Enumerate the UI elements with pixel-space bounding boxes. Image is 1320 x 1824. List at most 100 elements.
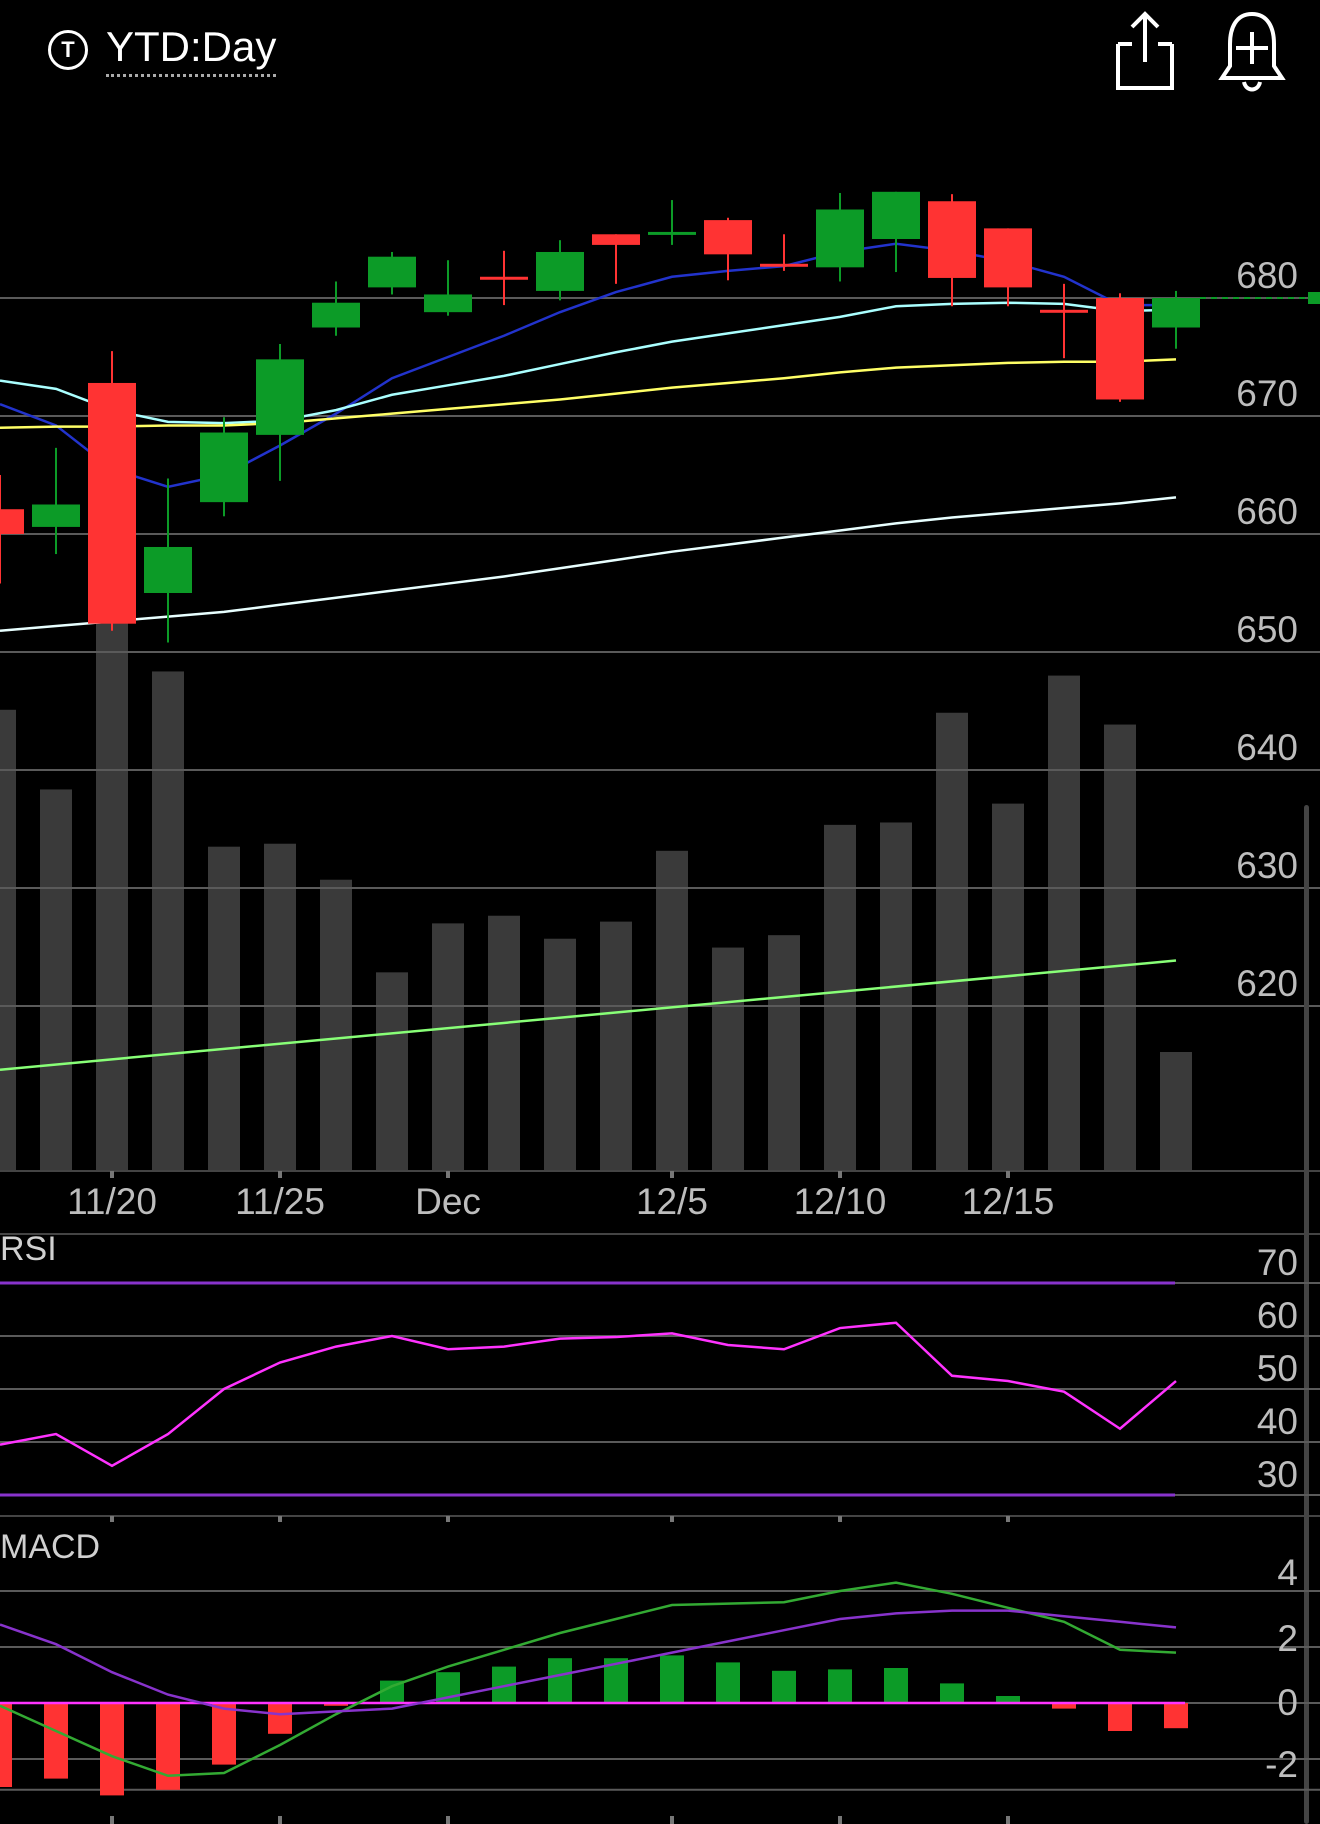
macd-signal-line — [0, 1609, 1177, 1716]
rsi-axis-tick: 30 — [1257, 1454, 1298, 1495]
candle-body — [480, 276, 528, 280]
candle-body — [1096, 298, 1144, 400]
macd-panel-title: MACD — [0, 1528, 100, 1566]
volume-bar — [1048, 675, 1080, 1170]
candle-body — [1040, 309, 1088, 313]
volume-bar — [432, 923, 464, 1170]
price-axis-tick: 660 — [1236, 491, 1298, 532]
volume-bar — [320, 879, 352, 1170]
macd-histogram-bar — [324, 1703, 348, 1706]
moving-average-line — [0, 242, 1176, 489]
macd-histogram-bar — [268, 1703, 292, 1734]
candle-body — [368, 256, 416, 288]
candle-body — [704, 220, 752, 255]
macd-histogram-bar — [0, 1703, 12, 1787]
candle-body — [200, 432, 248, 503]
period-selector[interactable]: YTD:Day — [106, 22, 277, 77]
volume-bar — [600, 921, 632, 1170]
volume-bar — [936, 712, 968, 1170]
macd-axis-tick: 0 — [1277, 1682, 1298, 1723]
volume-bar — [376, 972, 408, 1170]
candle-body — [592, 234, 640, 245]
macd-histogram-bar — [548, 1658, 572, 1703]
macd-histogram-bar — [100, 1703, 124, 1796]
volume-bar — [1104, 724, 1136, 1170]
volume-bar — [824, 824, 856, 1170]
candle-body — [32, 504, 80, 527]
macd-histogram-bar — [1164, 1703, 1188, 1729]
volume-bar — [208, 846, 240, 1170]
scroll-indicator — [1304, 805, 1309, 1824]
macd-histogram-bar — [212, 1703, 236, 1765]
macd-axis-tick: 2 — [1277, 1618, 1298, 1659]
volume-bar — [768, 935, 800, 1170]
candle-body — [312, 302, 360, 328]
candle-body — [984, 228, 1032, 288]
candle-body — [1152, 298, 1200, 328]
share-icon[interactable] — [1110, 8, 1180, 93]
price-axis-tick: 640 — [1236, 727, 1298, 768]
candle-body — [144, 546, 192, 593]
date-axis-label: 12/5 — [636, 1181, 708, 1222]
rsi-axis-tick: 50 — [1257, 1348, 1298, 1389]
macd-histogram-bar — [884, 1668, 908, 1703]
volume-bar — [712, 947, 744, 1170]
moving-average-line — [0, 358, 1177, 430]
price-axis-tick: 670 — [1236, 373, 1298, 414]
volume-bar — [656, 850, 688, 1170]
top-bar: T YTD:Day — [0, 0, 1320, 110]
volume-bar — [1160, 1052, 1192, 1170]
macd-histogram-bar — [660, 1655, 684, 1703]
macd-histogram-bar — [940, 1683, 964, 1703]
macd-histogram-bar — [772, 1670, 796, 1703]
macd-axis-tick: 4 — [1277, 1552, 1298, 1593]
rsi-line — [0, 1321, 1177, 1468]
candle-body — [928, 201, 976, 278]
add-alert-bell-icon[interactable] — [1218, 8, 1286, 93]
volume-bar — [40, 789, 72, 1170]
date-axis-label: 12/15 — [962, 1181, 1055, 1222]
macd-histogram-bar — [1052, 1703, 1076, 1709]
candle-body — [424, 294, 472, 313]
rsi-panel-title: RSI — [0, 1230, 57, 1268]
candle-body — [648, 231, 696, 235]
macd-histogram-bar — [716, 1662, 740, 1703]
volume-average-line — [0, 959, 1177, 1071]
volume-bar — [0, 709, 16, 1170]
candle-body — [88, 382, 136, 624]
price-axis-tick: 630 — [1236, 845, 1298, 886]
macd-axis-tick: -2 — [1265, 1744, 1298, 1785]
symbol-type-icon[interactable]: T — [48, 30, 88, 70]
rsi-axis-tick: 60 — [1257, 1295, 1298, 1336]
date-axis-label: 11/25 — [235, 1181, 325, 1222]
candle-body — [256, 359, 304, 435]
candle-body — [816, 209, 864, 268]
volume-bar — [544, 938, 576, 1170]
price-axis-tick: 680 — [1236, 255, 1298, 296]
volume-bar — [152, 671, 184, 1170]
volume-bar — [96, 568, 128, 1170]
date-axis-label: Dec — [415, 1181, 481, 1222]
candle-body — [536, 251, 584, 291]
volume-bar — [488, 915, 520, 1170]
macd-line — [0, 1581, 1177, 1778]
macd-histogram-bar — [1108, 1703, 1132, 1731]
macd-histogram-bar — [44, 1703, 68, 1779]
moving-average-line — [0, 496, 1177, 633]
volume-bar — [992, 803, 1024, 1170]
macd-histogram-bar — [828, 1669, 852, 1703]
rsi-axis-tick: 70 — [1257, 1242, 1298, 1283]
price-axis-tick: 620 — [1236, 963, 1298, 1004]
rsi-axis-tick: 40 — [1257, 1401, 1298, 1442]
last-price-marker — [1308, 292, 1320, 304]
date-axis-label: 12/10 — [794, 1181, 887, 1222]
candle-body — [0, 509, 24, 534]
moving-average-line — [0, 301, 1177, 425]
price-axis-tick: 650 — [1236, 609, 1298, 650]
volume-bar — [880, 822, 912, 1170]
macd-histogram-bar — [380, 1680, 404, 1703]
date-axis-label: 11/20 — [67, 1181, 157, 1222]
candle-body — [872, 191, 920, 239]
candle-body — [760, 263, 808, 267]
